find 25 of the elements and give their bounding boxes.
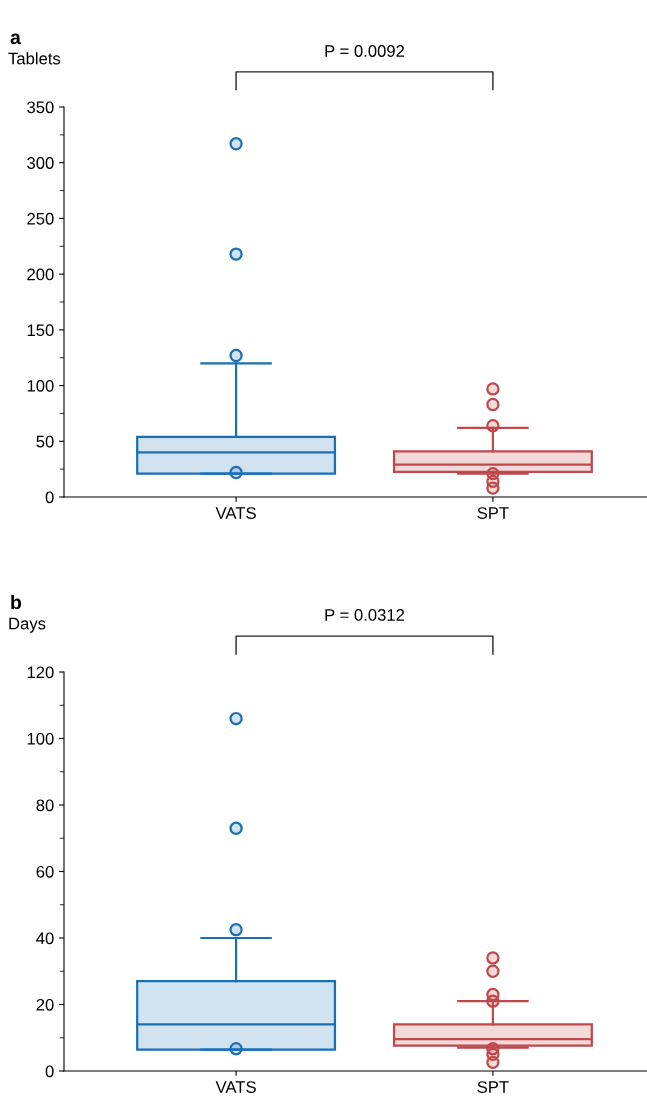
x-tick-label: SPT <box>477 507 509 519</box>
y-tick-label: 300 <box>27 157 54 169</box>
y-tick-label: 50 <box>36 435 54 448</box>
y-tick-label: 250 <box>27 212 54 225</box>
y-tick-label: 100 <box>27 379 54 392</box>
y-tick-label: 0 <box>45 1065 54 1078</box>
y-tick-label: 60 <box>36 865 54 878</box>
text: P = 0.0312 <box>325 609 405 621</box>
y-tick-label: 40 <box>36 932 54 945</box>
x-tick-label: VATS <box>215 507 256 519</box>
text: P = 0.0092 <box>325 45 405 57</box>
chart-title: a <box>10 33 21 45</box>
y-axis-title: Tablets <box>8 52 61 65</box>
y-tick-label: 100 <box>27 732 54 745</box>
y-tick-label: 350 <box>27 101 54 114</box>
y-tick-label: 0 <box>45 491 54 504</box>
y-tick-label: 120 <box>27 666 54 679</box>
y-tick-label: 20 <box>36 998 54 1011</box>
y-tick-label: 80 <box>36 799 54 812</box>
x-tick-label: VATS <box>215 1081 256 1093</box>
y-tick-label: 150 <box>27 324 54 337</box>
x-tick-label: SPT <box>477 1081 509 1093</box>
y-axis-title: Days <box>9 617 46 633</box>
chart-title: b <box>11 594 22 610</box>
y-tick-label: 200 <box>27 268 54 281</box>
